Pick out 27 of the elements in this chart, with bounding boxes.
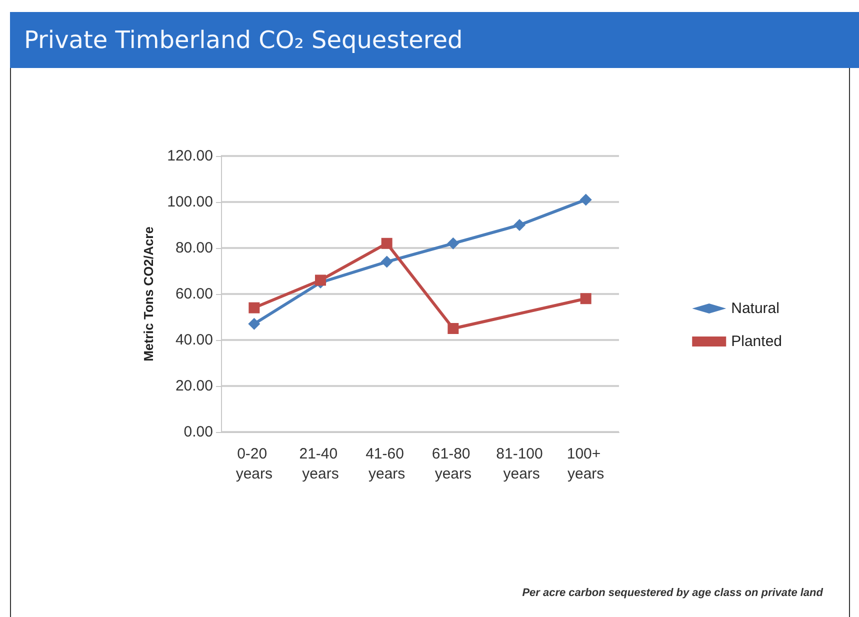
y-tick-label: 40.00 [175, 332, 213, 348]
text: Per acre carbon sequestered by age class on private land [522, 587, 823, 599]
x-tick-label: 81-100 years [496, 446, 543, 482]
x-tick-label: 61-80 years [432, 446, 474, 482]
legend-label: Natural [731, 300, 780, 317]
x-tick-label: 21-40 years [299, 446, 342, 482]
y-tick-label: 100.00 [167, 194, 213, 210]
point [380, 256, 393, 268]
point [447, 237, 460, 250]
point [248, 318, 260, 330]
x-tick-label: 41-60 years [366, 446, 408, 482]
y-axis-title: Metric Tons CO2/Acre [141, 226, 156, 362]
chart-title: Private Timberland CO₂ Sequestered [10, 12, 859, 68]
y-tick-label: 60.00 [175, 286, 213, 302]
y-tick-label: 120.00 [167, 148, 213, 164]
y-tick-label: 20.00 [175, 378, 213, 394]
point [448, 323, 459, 334]
x-tick-label: 0-20 years [236, 446, 273, 482]
point [381, 238, 392, 249]
point [514, 219, 526, 231]
point [248, 302, 260, 314]
legend-label: Planted [731, 333, 782, 350]
point [315, 274, 326, 286]
x-tick-label: 100+ years [566, 446, 605, 482]
y-tick-label: 80.00 [175, 240, 213, 256]
y-tick-label: 0.00 [184, 424, 213, 440]
point [580, 194, 592, 206]
